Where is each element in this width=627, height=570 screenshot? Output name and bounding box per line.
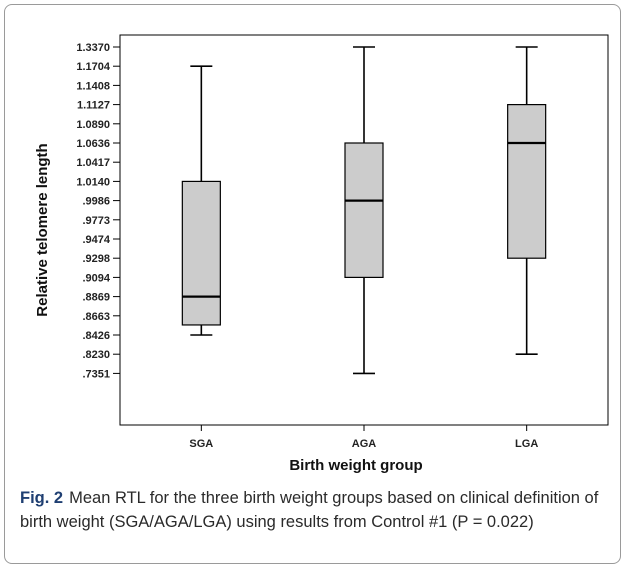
caption-text: Mean RTL for the three birth weight grou… <box>20 489 599 531</box>
y-tick-label: .8230 <box>82 349 110 361</box>
iqr-box <box>344 142 384 278</box>
y-tick-label: .8663 <box>82 311 110 323</box>
y-tick-label: .9298 <box>82 253 110 265</box>
y-axis-title: Relative telomere length <box>34 143 51 316</box>
box-series <box>181 46 547 375</box>
figure-frame <box>4 4 621 564</box>
y-tick-label: 1.1408 <box>76 80 110 92</box>
y-tick-label: .9094 <box>82 272 110 284</box>
iqr-box <box>507 103 547 259</box>
y-tick-label: 1.1127 <box>77 100 110 112</box>
y-axis: 1.3370 1.1704 1.1408 1.1127 1.0890 1.0636 1.04… <box>76 42 120 380</box>
figure-caption: Fig. 2 Mean RTL for the three birth weigh… <box>20 486 610 534</box>
iqr-box <box>181 180 221 326</box>
x-axis: SGA AGA LGA <box>189 425 538 450</box>
x-tick-label: LGA <box>515 438 538 450</box>
box-sga <box>181 65 221 336</box>
caption-label: Fig. 2 <box>20 489 64 507</box>
y-tick-label: .8869 <box>82 292 110 304</box>
y-tick-label: .9474 <box>82 234 110 246</box>
x-tick-label: SGA <box>189 438 213 450</box>
box-aga <box>344 46 384 375</box>
y-tick-label: 1.3370 <box>76 42 110 54</box>
box-plot-chart: 1.3370 1.1704 1.1408 1.1127 1.0890 1.0636 1.04… <box>34 34 609 474</box>
box-lga <box>507 46 547 356</box>
x-tick-label: AGA <box>352 438 377 450</box>
y-tick-label: 1.0140 <box>76 176 110 188</box>
y-tick-label: 1.1704 <box>76 61 111 73</box>
y-tick-label: .7351 <box>82 368 110 380</box>
y-tick-label: 1.0890 <box>76 119 110 131</box>
y-tick-label: 1.0417 <box>76 157 110 169</box>
y-tick-label: .9986 <box>82 196 110 208</box>
y-tick-label: .9773 <box>82 215 110 227</box>
y-tick-label: 1.0636 <box>76 138 110 150</box>
x-axis-title: Birth weight group <box>289 457 422 474</box>
y-tick-label: .8426 <box>82 330 110 342</box>
